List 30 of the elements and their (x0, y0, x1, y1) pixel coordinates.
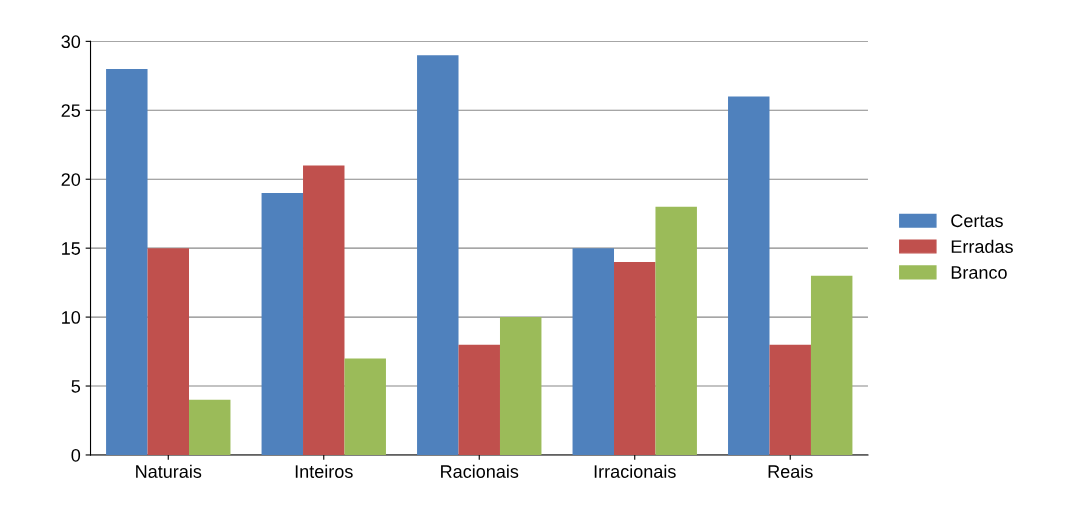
bar (189, 399, 231, 455)
bar (769, 344, 811, 455)
bar (344, 358, 386, 455)
legend-label: Erradas (951, 239, 1013, 254)
x-tick-label: Irracionais (594, 464, 676, 478)
bar (147, 248, 189, 455)
y-tick-label: 25 (61, 104, 81, 118)
y-tick-label: 15 (62, 242, 81, 255)
bar (810, 275, 853, 455)
bar (106, 68, 148, 455)
x-tick-label: Naturais (136, 464, 202, 478)
y-tick-label: 10 (62, 311, 81, 324)
legend-label: Branco (951, 266, 1007, 279)
legend-label: Certas (951, 214, 1003, 228)
bar (499, 317, 542, 455)
bar (614, 261, 656, 455)
bar (655, 206, 697, 455)
y-tick-label: 5 (71, 380, 81, 393)
x-tick-label: Reais (768, 464, 813, 478)
bar (458, 344, 500, 455)
y-tick-label: 0 (71, 448, 81, 462)
bar (728, 96, 770, 455)
x-tick-label: Racionais (441, 464, 519, 478)
y-tick-label: 20 (61, 173, 81, 186)
bar (303, 165, 345, 455)
y-tick-label: 30 (61, 35, 81, 49)
bar (572, 248, 615, 455)
x-tick-label: Inteiros (295, 464, 353, 478)
bar (417, 55, 459, 455)
bar (261, 193, 304, 455)
